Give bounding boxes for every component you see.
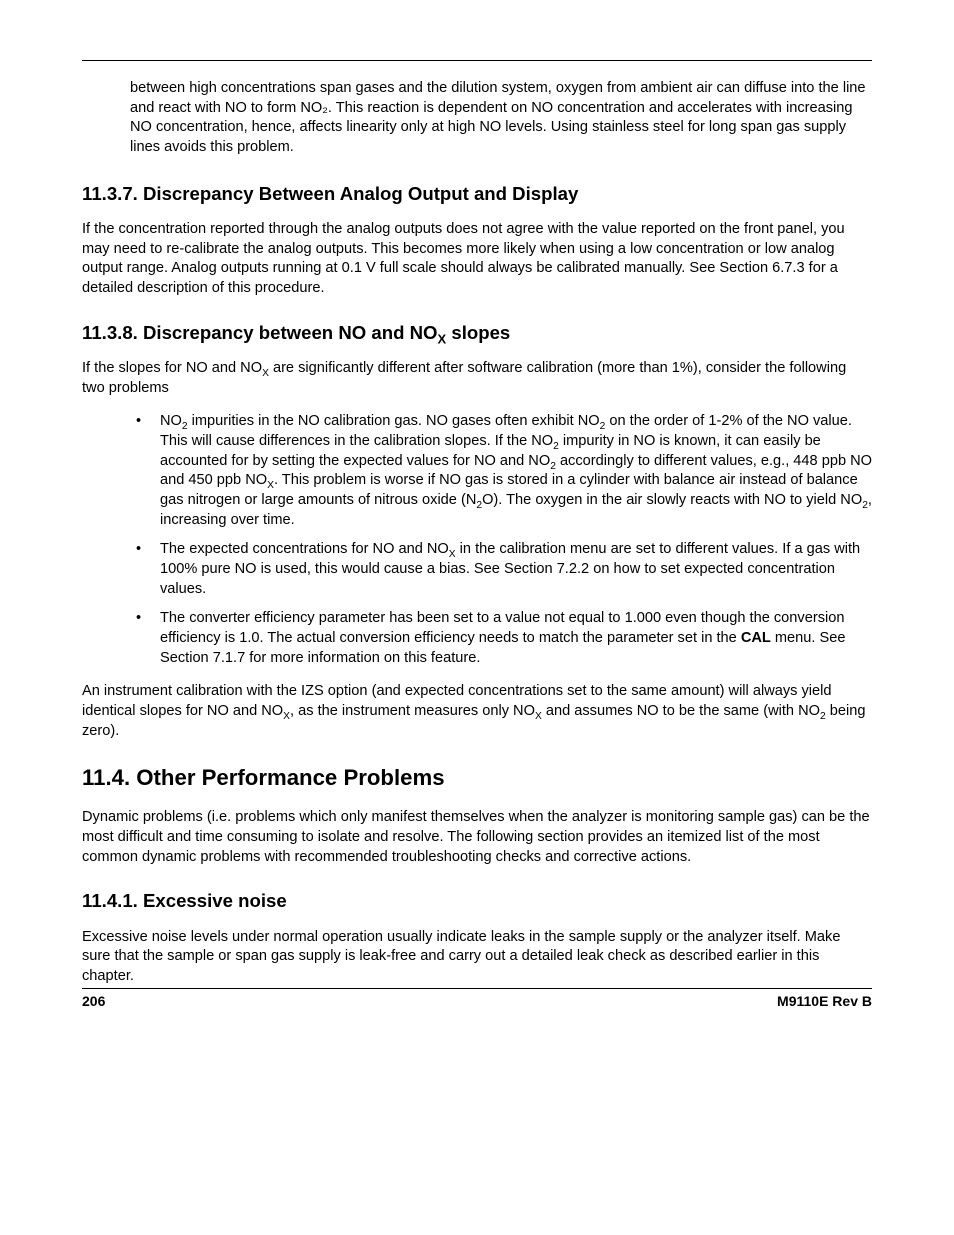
footer: 206 M9110E Rev B <box>82 988 872 1009</box>
heading-11-3-8-post: slopes <box>446 322 510 343</box>
body-11-3-7: If the concentration reported through th… <box>82 220 872 299</box>
footer-row: 206 M9110E Rev B <box>82 993 872 1009</box>
intro-paragraph: between high concentrations span gases a… <box>130 79 872 158</box>
body-11-3-8-p1: If the slopes for NO and NOX are signifi… <box>82 359 872 398</box>
list-item: The converter efficiency parameter has b… <box>130 609 872 668</box>
footer-rule <box>82 988 872 989</box>
heading-11-4-1: 11.4.1. Excessive noise <box>82 889 872 913</box>
page: between high concentrations span gases a… <box>0 0 954 1235</box>
heading-11-3-8-pre: 11.3.8. Discrepancy between NO and NO <box>82 322 438 343</box>
body-11-4-1: Excessive noise levels under normal oper… <box>82 928 872 987</box>
body-11-4: Dynamic problems (i.e. problems which on… <box>82 808 872 867</box>
body-11-3-8-p2: An instrument calibration with the IZS o… <box>82 682 872 741</box>
body-11-3-8-p1-pre: If the slopes for NO and NO <box>82 360 262 376</box>
heading-11-4: 11.4. Other Performance Problems <box>82 764 872 793</box>
heading-11-3-8: 11.3.8. Discrepancy between NO and NOX s… <box>82 321 872 345</box>
list-item: NO2 impurities in the NO calibration gas… <box>130 412 872 530</box>
bullets-11-3-8: NO2 impurities in the NO calibration gas… <box>82 412 872 668</box>
heading-11-3-8-sub: X <box>438 331 447 346</box>
doc-id: M9110E Rev B <box>777 993 872 1009</box>
heading-11-3-7: 11.3.7. Discrepancy Between Analog Outpu… <box>82 182 872 206</box>
page-number: 206 <box>82 993 105 1009</box>
list-item: The expected concentrations for NO and N… <box>130 540 872 599</box>
top-rule <box>82 60 872 61</box>
body-11-3-8-p1-sub: X <box>262 368 269 379</box>
